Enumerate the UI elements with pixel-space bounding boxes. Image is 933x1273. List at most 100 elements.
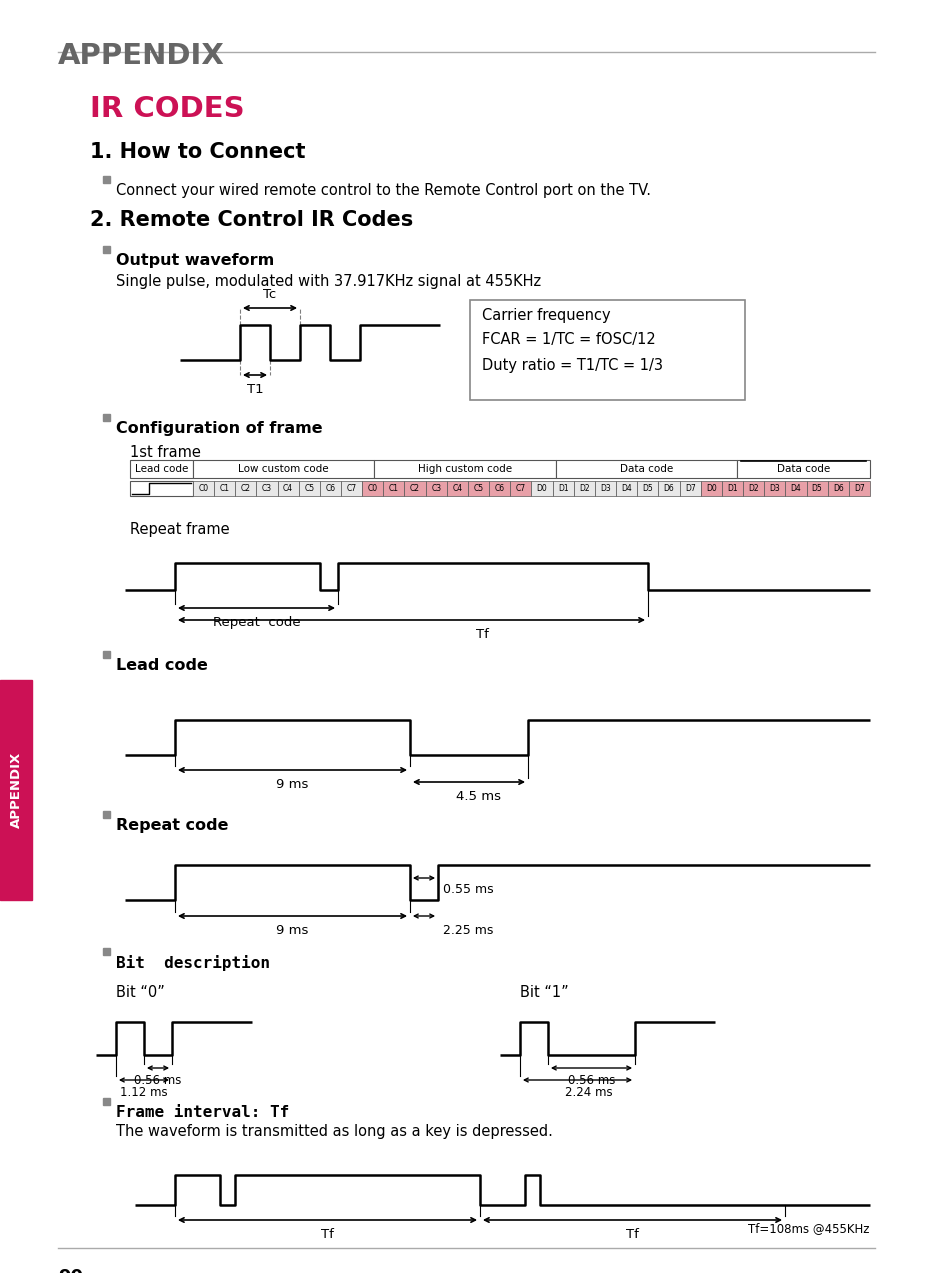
Text: D5: D5 bbox=[812, 484, 823, 493]
Text: C7: C7 bbox=[516, 484, 526, 493]
Text: D7: D7 bbox=[685, 484, 695, 493]
Text: Data code: Data code bbox=[620, 463, 673, 474]
Bar bbox=[764, 481, 786, 496]
Text: 1.12 ms: 1.12 ms bbox=[120, 1086, 168, 1099]
Text: D4: D4 bbox=[790, 484, 801, 493]
Text: D6: D6 bbox=[663, 484, 675, 493]
Text: APPENDIX: APPENDIX bbox=[9, 752, 22, 829]
Text: 1. How to Connect: 1. How to Connect bbox=[90, 143, 305, 162]
Text: C0: C0 bbox=[368, 484, 378, 493]
Text: IR CODES: IR CODES bbox=[90, 95, 244, 123]
Text: Tf: Tf bbox=[626, 1228, 639, 1241]
Bar bbox=[214, 481, 235, 496]
Bar bbox=[235, 481, 257, 496]
Bar bbox=[383, 481, 405, 496]
Text: C6: C6 bbox=[326, 484, 336, 493]
Bar bbox=[299, 481, 320, 496]
Bar bbox=[510, 481, 532, 496]
Bar bbox=[277, 481, 299, 496]
Text: 2.24 ms: 2.24 ms bbox=[565, 1086, 613, 1099]
Bar bbox=[574, 481, 595, 496]
Bar bbox=[425, 481, 447, 496]
Text: 0.55 ms: 0.55 ms bbox=[443, 883, 494, 896]
Text: T1: T1 bbox=[246, 383, 263, 396]
Text: D1: D1 bbox=[558, 484, 568, 493]
Text: C7: C7 bbox=[346, 484, 356, 493]
Bar bbox=[532, 481, 552, 496]
Bar bbox=[0, 680, 32, 900]
Text: Frame interval: Tf: Frame interval: Tf bbox=[116, 1105, 289, 1120]
Bar bbox=[555, 460, 737, 477]
Bar bbox=[362, 481, 383, 496]
Text: D3: D3 bbox=[770, 484, 780, 493]
Bar bbox=[103, 246, 110, 253]
Text: C3: C3 bbox=[262, 484, 272, 493]
Text: C5: C5 bbox=[473, 484, 483, 493]
Text: C2: C2 bbox=[241, 484, 251, 493]
Text: Lead code: Lead code bbox=[116, 658, 208, 673]
Bar bbox=[470, 300, 745, 400]
Bar bbox=[468, 481, 489, 496]
Bar bbox=[679, 481, 701, 496]
Text: C2: C2 bbox=[411, 484, 420, 493]
Text: C4: C4 bbox=[283, 484, 293, 493]
Text: D6: D6 bbox=[833, 484, 843, 493]
Text: Bit  description: Bit description bbox=[116, 955, 270, 971]
Bar bbox=[103, 811, 110, 819]
Bar bbox=[701, 481, 722, 496]
Text: C3: C3 bbox=[431, 484, 441, 493]
Bar bbox=[552, 481, 574, 496]
Bar bbox=[374, 460, 555, 477]
Bar bbox=[103, 1099, 110, 1105]
Bar bbox=[130, 481, 193, 496]
Text: Data code: Data code bbox=[777, 463, 830, 474]
Text: D0: D0 bbox=[706, 484, 717, 493]
Text: Lead code: Lead code bbox=[134, 463, 188, 474]
Bar bbox=[722, 481, 743, 496]
Bar bbox=[637, 481, 659, 496]
Text: D2: D2 bbox=[579, 484, 590, 493]
Text: 9 ms: 9 ms bbox=[276, 924, 309, 937]
Bar bbox=[828, 481, 849, 496]
Text: C1: C1 bbox=[389, 484, 399, 493]
Text: 90: 90 bbox=[58, 1268, 83, 1273]
Text: Connect your wired remote control to the Remote Control port on the TV.: Connect your wired remote control to the… bbox=[116, 183, 651, 199]
Bar bbox=[447, 481, 468, 496]
Text: D1: D1 bbox=[727, 484, 738, 493]
Text: Low custom code: Low custom code bbox=[238, 463, 328, 474]
Text: D0: D0 bbox=[536, 484, 548, 493]
Text: C1: C1 bbox=[219, 484, 230, 493]
Bar bbox=[193, 460, 374, 477]
Text: Single pulse, modulated with 37.917KHz signal at 455KHz: Single pulse, modulated with 37.917KHz s… bbox=[116, 274, 541, 289]
Bar bbox=[743, 481, 764, 496]
Text: Tf: Tf bbox=[321, 1228, 334, 1241]
Text: Repeat  code: Repeat code bbox=[213, 616, 300, 629]
Text: 2.25 ms: 2.25 ms bbox=[443, 924, 494, 937]
Text: Bit “1”: Bit “1” bbox=[520, 985, 569, 1001]
Bar bbox=[849, 481, 870, 496]
Text: Repeat frame: Repeat frame bbox=[130, 522, 230, 537]
Bar bbox=[786, 481, 806, 496]
Bar bbox=[103, 414, 110, 421]
Text: C6: C6 bbox=[494, 484, 505, 493]
Text: 0.56 ms: 0.56 ms bbox=[134, 1074, 182, 1087]
Bar bbox=[193, 481, 214, 496]
Text: D5: D5 bbox=[643, 484, 653, 493]
Text: Tc: Tc bbox=[263, 288, 276, 300]
Text: D3: D3 bbox=[600, 484, 611, 493]
Text: C4: C4 bbox=[453, 484, 463, 493]
Text: High custom code: High custom code bbox=[418, 463, 512, 474]
Text: D2: D2 bbox=[748, 484, 759, 493]
Text: 2. Remote Control IR Codes: 2. Remote Control IR Codes bbox=[90, 210, 413, 230]
Bar bbox=[320, 481, 341, 496]
Bar bbox=[341, 481, 362, 496]
Text: The waveform is transmitted as long as a key is depressed.: The waveform is transmitted as long as a… bbox=[116, 1124, 553, 1139]
Bar bbox=[616, 481, 637, 496]
Bar bbox=[257, 481, 277, 496]
Text: Output waveform: Output waveform bbox=[116, 253, 274, 269]
Text: Bit “0”: Bit “0” bbox=[116, 985, 165, 1001]
Bar bbox=[806, 481, 828, 496]
Bar bbox=[103, 176, 110, 183]
Text: FCAR = 1/TC = fOSC/12: FCAR = 1/TC = fOSC/12 bbox=[482, 332, 656, 348]
Text: Repeat code: Repeat code bbox=[116, 819, 229, 833]
